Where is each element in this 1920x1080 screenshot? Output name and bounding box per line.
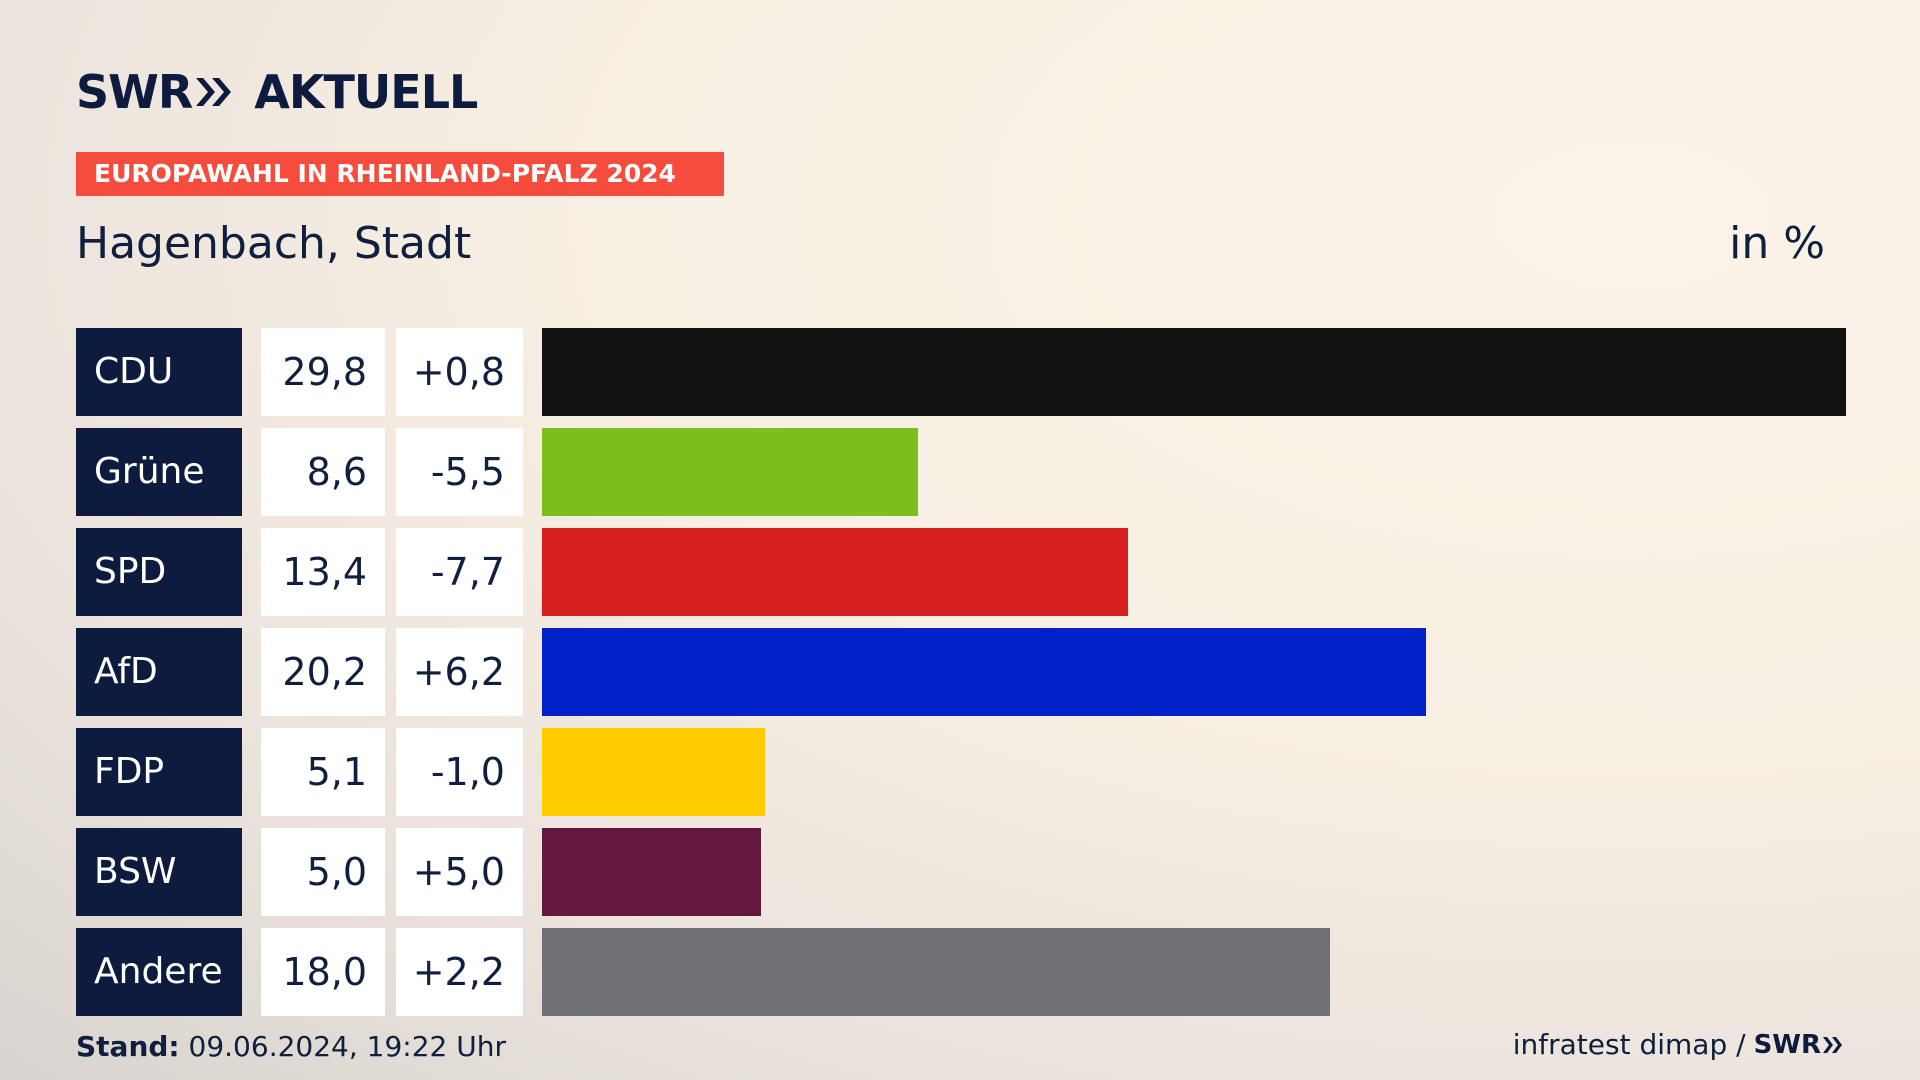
vote-share-value: 18,0 <box>261 928 385 1016</box>
timestamp-label: Stand: <box>76 1030 180 1063</box>
vote-share-value: 20,2 <box>261 628 385 716</box>
vote-share-value: 5,1 <box>261 728 385 816</box>
source-credit: infratest dimap / SWR <box>1513 1028 1844 1061</box>
chart-row: Grüne 8,6 -5,5 <box>76 428 1846 516</box>
vote-share-value: 13,4 <box>261 528 385 616</box>
vote-change-value: +5,0 <box>396 828 523 916</box>
double-chevron-right-icon <box>1823 1036 1842 1053</box>
vote-share-bar <box>542 628 1426 716</box>
vote-share-value: 8,6 <box>261 428 385 516</box>
swr-aktuell-logo: SWR AKTUELL <box>76 65 478 119</box>
vote-change-value: -7,7 <box>396 528 523 616</box>
swr-logo: SWR <box>76 69 234 115</box>
vote-change-value: +0,8 <box>396 328 523 416</box>
vote-share-bar <box>542 528 1129 616</box>
vote-share-bar <box>542 428 919 516</box>
double-chevron-right-icon <box>196 78 232 106</box>
vote-change-value: -1,0 <box>396 728 523 816</box>
vote-share-bar <box>542 728 766 816</box>
vote-share-value: 5,0 <box>261 828 385 916</box>
chart-row: BSW 5,0 +5,0 <box>76 828 1846 916</box>
party-label: AfD <box>76 628 242 716</box>
chart-row: SPD 13,4 -7,7 <box>76 528 1846 616</box>
footer-swr-text: SWR <box>1753 1029 1821 1060</box>
election-banner: EUROPAWAHL IN RHEINLAND-PFALZ 2024 <box>76 152 724 196</box>
party-label: Andere <box>76 928 242 1016</box>
party-label: SPD <box>76 528 242 616</box>
chart-title: Hagenbach, Stadt <box>76 218 472 269</box>
footer-swr-logo: SWR <box>1754 1030 1844 1060</box>
chart-row: Andere 18,0 +2,2 <box>76 928 1846 1016</box>
timestamp: Stand: 09.06.2024, 19:22 Uhr <box>76 1030 506 1063</box>
vote-change-value: +6,2 <box>396 628 523 716</box>
vote-change-value: -5,5 <box>396 428 523 516</box>
timestamp-value: 09.06.2024, 19:22 Uhr <box>188 1030 506 1063</box>
party-label: FDP <box>76 728 242 816</box>
swr-logo-text: SWR <box>76 65 193 119</box>
chart-row: FDP 5,1 -1,0 <box>76 728 1846 816</box>
vote-share-bar <box>542 328 1846 416</box>
vote-share-value: 29,8 <box>261 328 385 416</box>
vote-change-value: +2,2 <box>396 928 523 1016</box>
vote-share-bar <box>542 828 761 916</box>
party-label: CDU <box>76 328 242 416</box>
aktuell-logo-text: AKTUELL <box>254 65 478 119</box>
party-label: Grüne <box>76 428 242 516</box>
unit-label: in % <box>1729 218 1825 269</box>
source-text: infratest dimap / <box>1512 1028 1746 1061</box>
chart-row: AfD 20,2 +6,2 <box>76 628 1846 716</box>
chart-row: CDU 29,8 +0,8 <box>76 328 1846 416</box>
vote-share-bar <box>542 928 1330 1016</box>
party-label: BSW <box>76 828 242 916</box>
